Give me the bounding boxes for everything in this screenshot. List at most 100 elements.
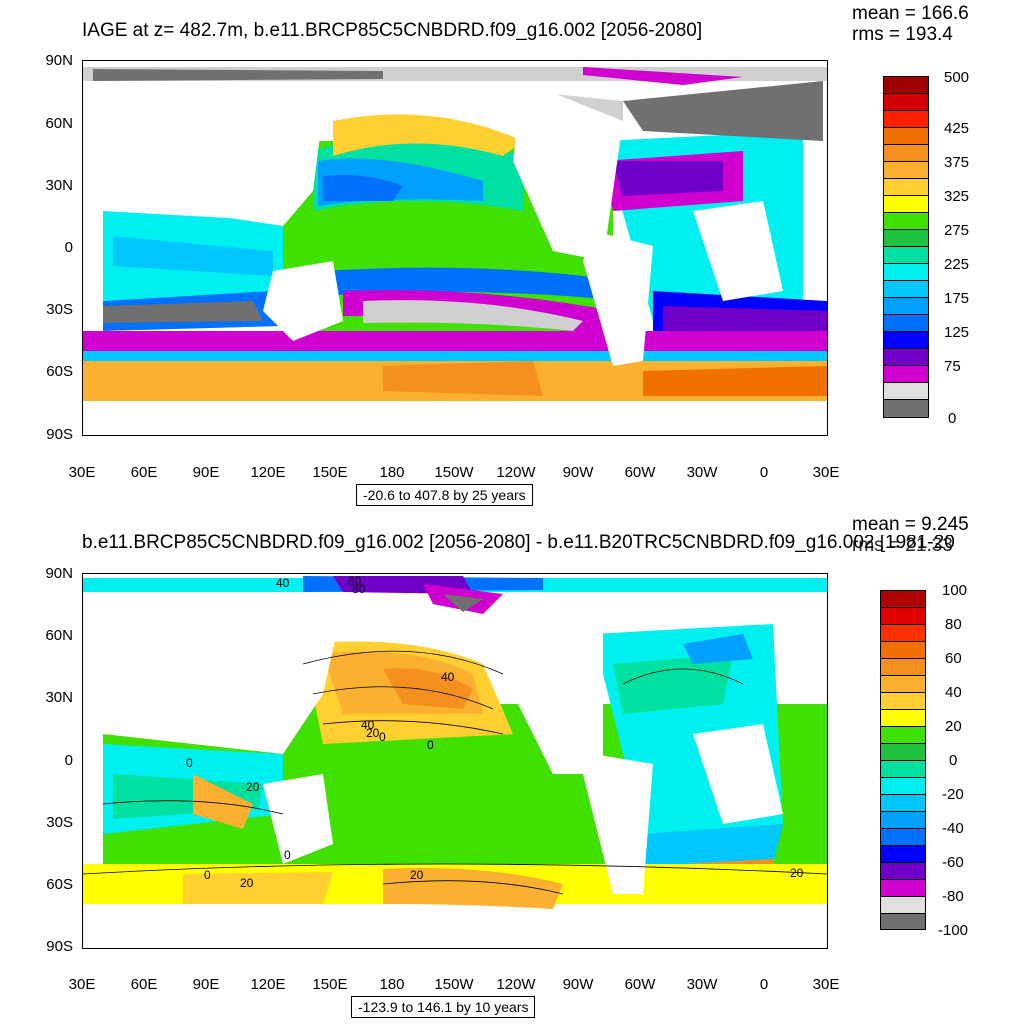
bottom-colorbar-cell <box>880 845 926 863</box>
bottom-colorbar-label: 0 <box>949 752 958 769</box>
top-colorbar-cell <box>883 246 929 264</box>
top-colorbar-cell <box>883 93 929 111</box>
bottom-colorbar-cell <box>880 675 926 693</box>
bottom-colorbar-label: -40 <box>942 820 964 837</box>
contour-label: 20 <box>790 866 804 880</box>
bottom-lat-label-30s: 30S <box>46 814 73 831</box>
top-colorbar-cell <box>883 76 929 94</box>
top-colorbar-label: 325 <box>944 188 970 205</box>
bottom-lon-label-120e: 120E <box>250 976 286 993</box>
bottom-colorbar-cell <box>880 794 926 812</box>
contour-label: 0 <box>427 738 434 752</box>
bottom-colorbar <box>880 590 926 930</box>
top-lon-label-180: 180 <box>379 464 405 481</box>
bottom-colorbar-cell <box>880 658 926 676</box>
bottom-colorbar-cell <box>880 692 926 710</box>
bottom-colorbar-label: -100 <box>938 922 969 939</box>
top-colorbar-cell <box>883 263 929 281</box>
top-lat-label-eq: 0 <box>64 239 73 256</box>
bottom-lon-label-60w: 60W <box>624 976 656 993</box>
top-map-title: IAGE at z= 482.7m, b.e11.BRCP85C5CNBDRD.… <box>82 20 703 41</box>
contour-label: 20 <box>410 868 424 882</box>
top-lat-label-60n: 60N <box>45 115 73 132</box>
top-lat-label-30s: 30S <box>46 301 73 318</box>
top-map-rms: rms = 193.4 <box>852 24 953 45</box>
bottom-lat-label-60n: 60N <box>45 627 73 644</box>
top-colorbar-cell <box>883 127 929 145</box>
top-colorbar-label: 125 <box>944 324 970 341</box>
top-colorbar-label: 500 <box>944 69 970 86</box>
top-colorbar-label: 225 <box>944 256 970 273</box>
bottom-map-field <box>83 574 827 948</box>
contour-label: 0 <box>284 848 291 862</box>
contour-label: 20 <box>246 780 260 794</box>
bottom-map-plot <box>82 573 828 949</box>
contour-label: 80 <box>352 582 366 596</box>
bottom-lon-label-150e: 150E <box>312 976 348 993</box>
bottom-lon-label-0: 0 <box>759 976 769 993</box>
bottom-colorbar-cell <box>880 896 926 914</box>
bottom-colorbar-cell <box>880 811 926 829</box>
top-lon-label-90w: 90W <box>562 464 594 481</box>
top-colorbar-cell <box>883 212 929 230</box>
contour-label: 60 <box>348 574 362 588</box>
top-colorbar-cell <box>883 365 929 383</box>
bottom-lat-label-90n: 90N <box>45 565 73 582</box>
bottom-colorbar-cell <box>880 828 926 846</box>
bottom-colorbar-label: 20 <box>945 718 962 735</box>
top-lat-label-60s: 60S <box>46 363 73 380</box>
top-lon-label-120e: 120E <box>250 464 286 481</box>
top-lon-label-150w: 150W <box>434 464 474 481</box>
top-colorbar-cell <box>883 161 929 179</box>
top-lat-label-90n: 90N <box>45 52 73 69</box>
top-range-box: -20.6 to 407.8 by 25 years <box>356 484 533 506</box>
bottom-lon-label-30e: 30E <box>68 976 96 993</box>
bottom-lon-label-60e: 60E <box>130 976 158 993</box>
bottom-colorbar-cell <box>880 777 926 795</box>
bottom-colorbar-label: -80 <box>942 888 964 905</box>
bottom-colorbar-label: 60 <box>945 650 962 667</box>
top-colorbar-cell <box>883 178 929 196</box>
top-colorbar-cell <box>883 348 929 366</box>
bottom-lon-label-120w: 120W <box>496 976 536 993</box>
contour-label: 0 <box>204 868 211 882</box>
top-colorbar-label: 375 <box>944 154 970 171</box>
bottom-colorbar-cell <box>880 709 926 727</box>
contour-label: 20 <box>366 726 380 740</box>
top-colorbar-cell <box>883 280 929 298</box>
bottom-lon-label-150w: 150W <box>434 976 474 993</box>
bottom-colorbar-label: -60 <box>942 854 964 871</box>
bottom-colorbar-cell <box>880 641 926 659</box>
bottom-colorbar-cell <box>880 760 926 778</box>
contour-label: 0 <box>379 730 386 744</box>
top-lon-label-90e: 90E <box>192 464 220 481</box>
bottom-map-rms: rms = 21.33 <box>852 535 953 556</box>
bottom-colorbar-cell <box>880 743 926 761</box>
top-lon-label-0: 0 <box>759 464 769 481</box>
top-lat-label-30n: 30N <box>45 177 73 194</box>
top-colorbar-label: 275 <box>944 222 970 239</box>
top-lon-label-120w: 120W <box>496 464 536 481</box>
contour-label: 0 <box>186 756 193 770</box>
top-colorbar-label: 425 <box>944 120 970 137</box>
top-lon-label-30w: 30W <box>686 464 718 481</box>
top-colorbar-label: 175 <box>944 290 970 307</box>
bottom-map-title: b.e11.BRCP85C5CNBDRD.f09_g16.002 [2056-2… <box>82 532 955 553</box>
top-colorbar-label: 0 <box>948 410 957 427</box>
bottom-lat-label-30n: 30N <box>45 689 73 706</box>
bottom-colorbar-cell <box>880 624 926 642</box>
bottom-colorbar-cell <box>880 879 926 897</box>
top-colorbar-cell <box>883 314 929 332</box>
bottom-colorbar-label: 100 <box>942 582 968 599</box>
top-lon-label-30e-right: 30E <box>812 464 840 481</box>
bottom-colorbar-cell <box>880 913 926 930</box>
bottom-colorbar-cell <box>880 607 926 625</box>
contour-label: 40 <box>441 670 455 684</box>
bottom-map-panel: b.e11.BRCP85C5CNBDRD.f09_g16.002 [2056-2… <box>0 512 1024 1024</box>
bottom-lat-label-eq: 0 <box>64 752 73 769</box>
bottom-colorbar-cell <box>880 726 926 744</box>
bottom-lat-label-60s: 60S <box>46 876 73 893</box>
top-colorbar-cell <box>883 399 929 418</box>
bottom-lon-label-30e-right: 30E <box>812 976 840 993</box>
bottom-colorbar-label: 40 <box>945 684 962 701</box>
